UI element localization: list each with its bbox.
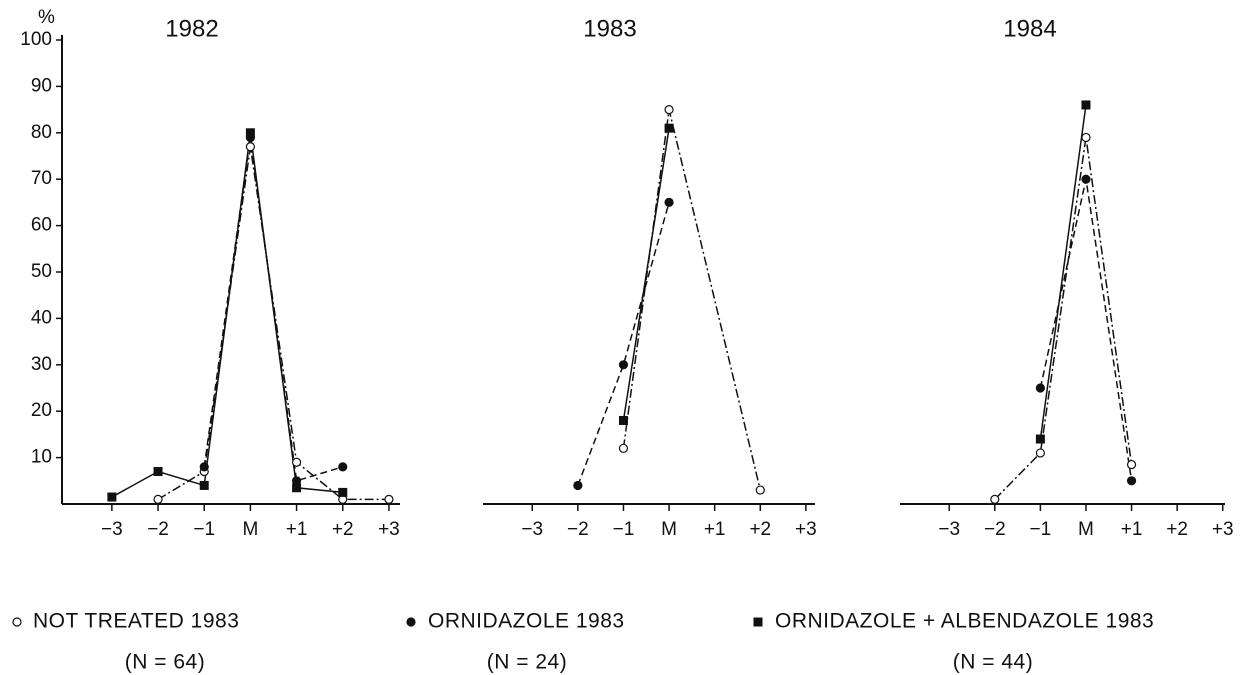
data-point bbox=[1081, 132, 1091, 143]
x-tick-label: +2 bbox=[749, 519, 771, 540]
data-point bbox=[664, 104, 674, 115]
x-tick-label: +1 bbox=[286, 519, 308, 540]
data-point bbox=[338, 487, 348, 497]
legend-marker bbox=[12, 617, 22, 627]
panel-title: 1984 bbox=[1003, 15, 1056, 42]
data-point bbox=[664, 197, 674, 207]
data-point bbox=[292, 483, 302, 493]
y-tick-label: 100 bbox=[20, 29, 52, 50]
legend-label: ORNIDAZOLE 1983 bbox=[428, 610, 625, 633]
legend-marker bbox=[406, 617, 416, 627]
legend-label: NOT TREATED 1983 bbox=[33, 610, 239, 633]
data-point bbox=[107, 492, 117, 502]
data-point bbox=[153, 494, 163, 504]
y-tick-label: 90 bbox=[31, 75, 52, 96]
data-point bbox=[245, 128, 255, 138]
data-point bbox=[291, 457, 302, 467]
legend-marker bbox=[753, 617, 763, 627]
panel-title: 1983 bbox=[583, 15, 636, 42]
series-line bbox=[1039, 179, 1133, 481]
data-point bbox=[1035, 383, 1045, 393]
x-tick-label: −1 bbox=[193, 519, 215, 540]
legend-note: (N = 44) bbox=[953, 651, 1033, 674]
x-tick-label: +3 bbox=[1212, 519, 1234, 540]
y-tick-label: 30 bbox=[31, 354, 52, 375]
series-line bbox=[994, 137, 1133, 500]
data-point bbox=[245, 142, 255, 152]
y-tick-label: 50 bbox=[31, 261, 52, 282]
x-tick-label: −2 bbox=[984, 519, 1006, 540]
series-line bbox=[1039, 104, 1087, 440]
data-point bbox=[618, 443, 629, 453]
y-unit: % bbox=[38, 7, 55, 28]
series-line bbox=[203, 137, 343, 482]
data-point bbox=[573, 480, 583, 491]
x-tick-label: +3 bbox=[378, 519, 400, 540]
y-tick-label: 80 bbox=[31, 122, 52, 143]
x-tick-label: −1 bbox=[1030, 519, 1052, 540]
data-point bbox=[664, 123, 674, 133]
data-point bbox=[1126, 476, 1137, 486]
legend-label: ORNIDAZOLE + ALBENDAZOLE 1983 bbox=[775, 610, 1154, 633]
x-tick-label: −3 bbox=[938, 519, 960, 540]
series-line bbox=[157, 146, 389, 501]
x-tick-label: M bbox=[661, 519, 677, 540]
y-tick-label: 20 bbox=[31, 400, 52, 421]
data-point bbox=[199, 462, 209, 472]
data-point bbox=[990, 494, 1000, 504]
x-tick-label: M bbox=[242, 519, 258, 540]
x-tick-label: −2 bbox=[567, 519, 589, 540]
y-tick-label: 10 bbox=[31, 447, 52, 468]
x-tick-label: +1 bbox=[704, 519, 726, 540]
data-point bbox=[1081, 100, 1091, 110]
data-point bbox=[618, 360, 629, 370]
data-point bbox=[1035, 448, 1045, 458]
x-tick-label: −2 bbox=[147, 519, 169, 540]
data-point bbox=[338, 462, 348, 472]
y-tick-label: 70 bbox=[31, 168, 52, 189]
series-line bbox=[622, 128, 670, 421]
x-tick-label: M bbox=[1078, 519, 1094, 540]
data-point bbox=[384, 494, 394, 504]
legend-note: (N = 64) bbox=[125, 651, 205, 674]
panel-title: 1982 bbox=[165, 15, 218, 42]
y-tick-label: 40 bbox=[31, 307, 52, 328]
data-point bbox=[755, 485, 765, 495]
series-line bbox=[111, 132, 343, 498]
x-tick-label: +2 bbox=[1166, 519, 1188, 540]
x-tick-label: −3 bbox=[101, 519, 123, 540]
data-point bbox=[618, 415, 628, 425]
x-tick-label: +3 bbox=[795, 519, 817, 540]
x-tick-label: −3 bbox=[521, 519, 543, 540]
y-tick-label: 60 bbox=[31, 215, 52, 236]
data-point bbox=[153, 467, 163, 477]
data-point bbox=[1035, 434, 1045, 444]
legend-note: (N = 24) bbox=[487, 651, 567, 674]
x-tick-label: +2 bbox=[332, 519, 354, 540]
data-point bbox=[1081, 174, 1091, 184]
data-point bbox=[1126, 459, 1137, 470]
series-line bbox=[622, 109, 762, 491]
x-tick-label: +1 bbox=[1121, 519, 1143, 540]
data-point bbox=[199, 480, 209, 490]
x-tick-label: −1 bbox=[613, 519, 635, 540]
